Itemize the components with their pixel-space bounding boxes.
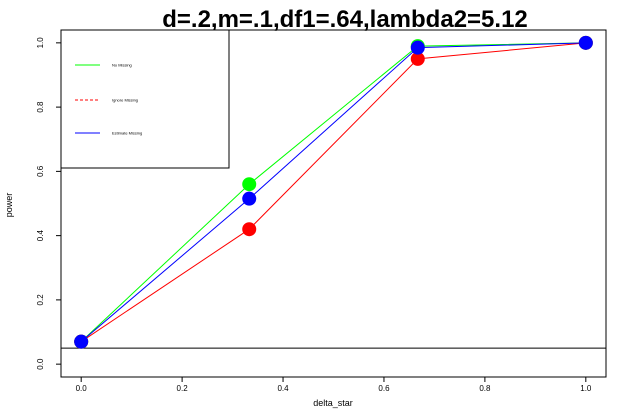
series-line [80,42,586,343]
y-axis-label: power [4,193,14,218]
series-point [410,40,425,55]
series-line [80,42,586,343]
y-tick-label: 0.0 [36,358,45,370]
x-tick-label: 0.8 [479,384,491,393]
series-point [242,177,257,192]
legend-label: No Missing [112,63,132,68]
x-tick-label: 0.2 [177,384,189,393]
y-tick-label: 0.4 [36,230,45,242]
legend-label: Ignore Missing [112,98,138,103]
series-layer [74,35,593,349]
y-tick-label: 0.2 [36,294,45,306]
x-tick-label: 1.0 [580,384,592,393]
y-tick-label: 0.6 [36,165,45,177]
series-point [242,191,257,206]
legend-box [60,29,230,169]
series-point [74,334,89,349]
x-tick-label: 0.0 [76,384,88,393]
x-tick-label: 0.6 [378,384,390,393]
y-tick-label: 1.0 [36,37,45,49]
y-tick-label: 0.8 [36,101,45,113]
chart-title: d=.2,m=.1,df1=.64,lambda2=5.12 [162,6,528,33]
x-axis-label: delta_star [313,398,353,408]
legend: No Missing Ignore Missing Estimate Missing [60,29,230,169]
series-point [410,51,425,66]
series-point [242,222,257,237]
x-tick-label: 0.4 [277,384,289,393]
legend-label: Estimate Missing [112,131,142,136]
series-line [80,42,586,343]
series-point [578,35,593,50]
